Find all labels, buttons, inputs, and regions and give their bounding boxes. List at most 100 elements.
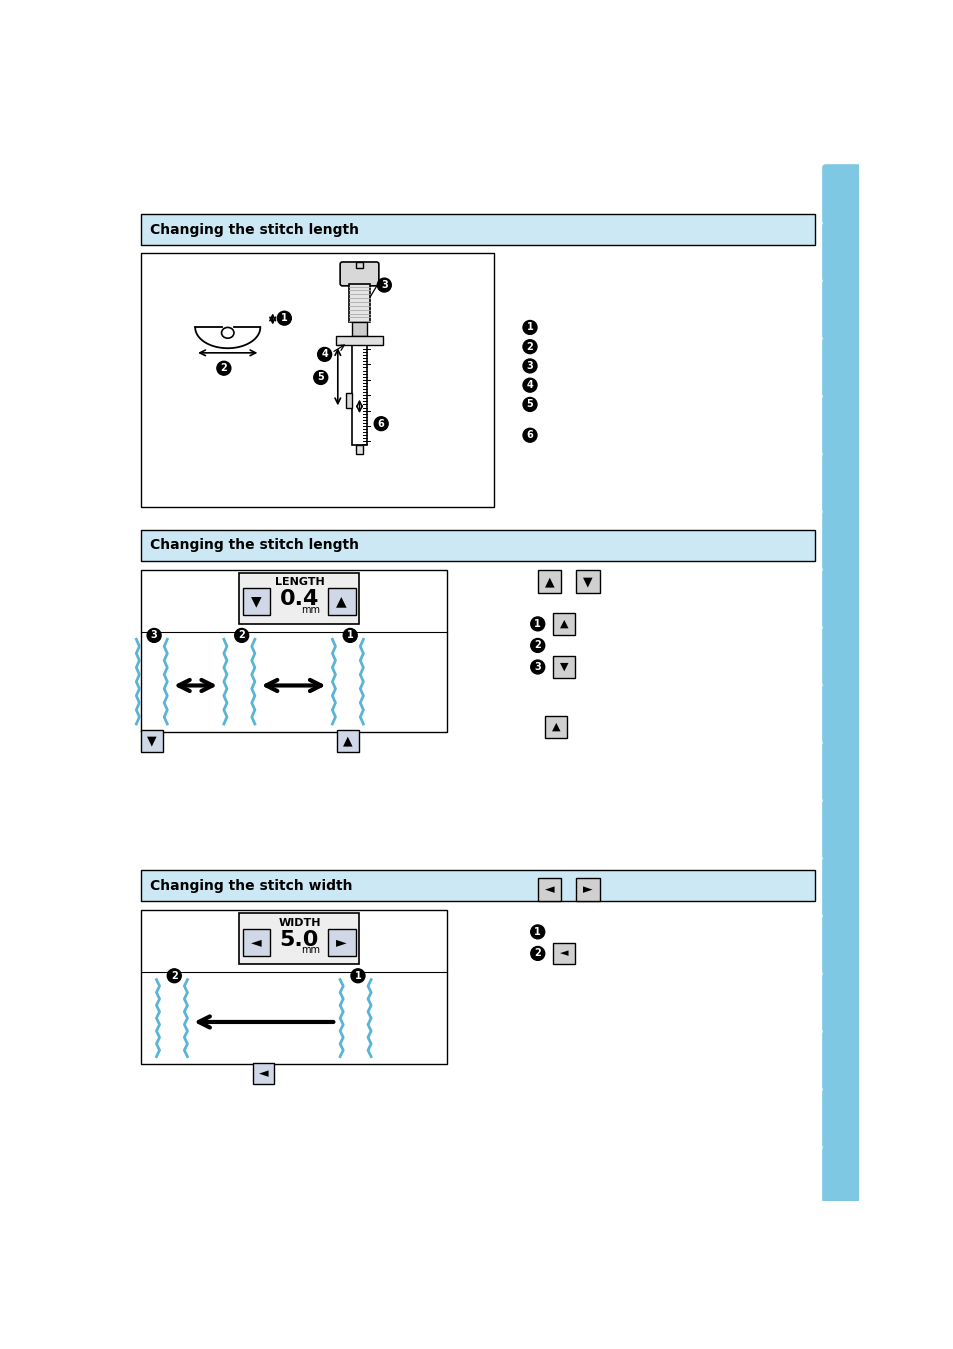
- Text: mm: mm: [301, 946, 320, 955]
- Circle shape: [167, 969, 181, 982]
- Text: ▲: ▲: [552, 722, 560, 733]
- FancyBboxPatch shape: [821, 684, 862, 745]
- Bar: [345, 393, 352, 409]
- Bar: [352, 322, 367, 336]
- Circle shape: [147, 629, 161, 642]
- FancyBboxPatch shape: [821, 223, 862, 282]
- Text: 2: 2: [238, 630, 245, 641]
- Text: ◄: ◄: [251, 935, 261, 948]
- FancyBboxPatch shape: [821, 626, 862, 687]
- Bar: [537, 878, 560, 901]
- Bar: [336, 730, 358, 751]
- Text: 2: 2: [534, 948, 540, 958]
- Circle shape: [377, 278, 391, 291]
- Text: 0.4: 0.4: [279, 590, 319, 610]
- Circle shape: [234, 629, 249, 642]
- Text: 1: 1: [347, 630, 354, 641]
- Bar: [328, 929, 355, 955]
- Bar: [348, 283, 370, 322]
- Bar: [355, 262, 363, 268]
- Circle shape: [530, 660, 544, 674]
- Bar: [553, 943, 575, 965]
- Circle shape: [530, 947, 544, 960]
- Text: 3: 3: [526, 362, 533, 371]
- Text: 1: 1: [534, 927, 540, 936]
- Bar: [553, 656, 575, 677]
- Bar: [545, 716, 567, 738]
- FancyBboxPatch shape: [821, 453, 862, 513]
- Text: ▼: ▼: [582, 575, 593, 588]
- FancyBboxPatch shape: [821, 1031, 862, 1090]
- Text: 2: 2: [526, 341, 533, 352]
- FancyBboxPatch shape: [821, 395, 862, 455]
- Text: mm: mm: [301, 604, 320, 615]
- Text: ▼: ▼: [147, 734, 156, 747]
- Bar: [239, 573, 359, 623]
- FancyBboxPatch shape: [821, 973, 862, 1033]
- Text: 1: 1: [526, 322, 533, 332]
- FancyBboxPatch shape: [821, 1145, 862, 1206]
- Circle shape: [317, 348, 332, 362]
- Bar: [243, 588, 270, 615]
- Text: 1: 1: [534, 619, 540, 629]
- Text: ◄: ◄: [544, 884, 554, 896]
- Bar: [239, 913, 359, 965]
- Text: ◄: ◄: [258, 1067, 268, 1081]
- FancyBboxPatch shape: [821, 279, 862, 340]
- Circle shape: [374, 417, 388, 430]
- Text: ▼: ▼: [251, 595, 261, 608]
- Bar: [335, 336, 382, 345]
- Text: Changing the stitch length: Changing the stitch length: [150, 223, 359, 236]
- FancyBboxPatch shape: [821, 165, 862, 224]
- Bar: [328, 588, 355, 615]
- Circle shape: [530, 638, 544, 653]
- Circle shape: [343, 629, 356, 642]
- Circle shape: [522, 321, 537, 335]
- Circle shape: [522, 428, 537, 442]
- Ellipse shape: [221, 328, 233, 339]
- FancyBboxPatch shape: [821, 511, 862, 571]
- Text: 2: 2: [171, 971, 177, 981]
- Circle shape: [522, 359, 537, 372]
- Bar: [141, 911, 447, 1064]
- Bar: [141, 870, 815, 901]
- Circle shape: [522, 378, 537, 393]
- Text: 6: 6: [526, 430, 533, 440]
- Bar: [141, 214, 815, 246]
- FancyBboxPatch shape: [821, 337, 862, 398]
- Circle shape: [216, 362, 231, 375]
- Text: 5.0: 5.0: [279, 929, 319, 950]
- Text: 6: 6: [377, 418, 384, 429]
- Bar: [576, 571, 599, 594]
- FancyBboxPatch shape: [821, 568, 862, 629]
- Bar: [352, 345, 367, 445]
- Circle shape: [530, 925, 544, 939]
- Text: 3: 3: [151, 630, 157, 641]
- Circle shape: [314, 371, 328, 384]
- Bar: [253, 1063, 274, 1085]
- Text: ▲: ▲: [544, 575, 554, 588]
- Text: ▼: ▼: [559, 662, 568, 672]
- Text: Changing the stitch length: Changing the stitch length: [150, 538, 359, 552]
- Text: 2: 2: [220, 363, 227, 374]
- Text: 4: 4: [526, 380, 533, 390]
- Text: ◄: ◄: [559, 948, 568, 958]
- Text: 3: 3: [534, 662, 540, 672]
- Bar: [141, 571, 447, 731]
- Text: WIDTH: WIDTH: [278, 917, 320, 928]
- FancyBboxPatch shape: [821, 915, 862, 975]
- Text: Changing the stitch width: Changing the stitch width: [150, 878, 353, 893]
- Bar: [576, 878, 599, 901]
- Text: ▲: ▲: [559, 619, 568, 629]
- Bar: [141, 252, 493, 507]
- Bar: [356, 445, 362, 455]
- Bar: [537, 571, 560, 594]
- Circle shape: [522, 340, 537, 353]
- Bar: [141, 730, 162, 751]
- FancyBboxPatch shape: [821, 1089, 862, 1148]
- Bar: [553, 612, 575, 634]
- Text: ▲: ▲: [343, 734, 353, 747]
- Text: ►: ►: [336, 935, 347, 948]
- FancyBboxPatch shape: [821, 742, 862, 801]
- FancyBboxPatch shape: [340, 262, 378, 286]
